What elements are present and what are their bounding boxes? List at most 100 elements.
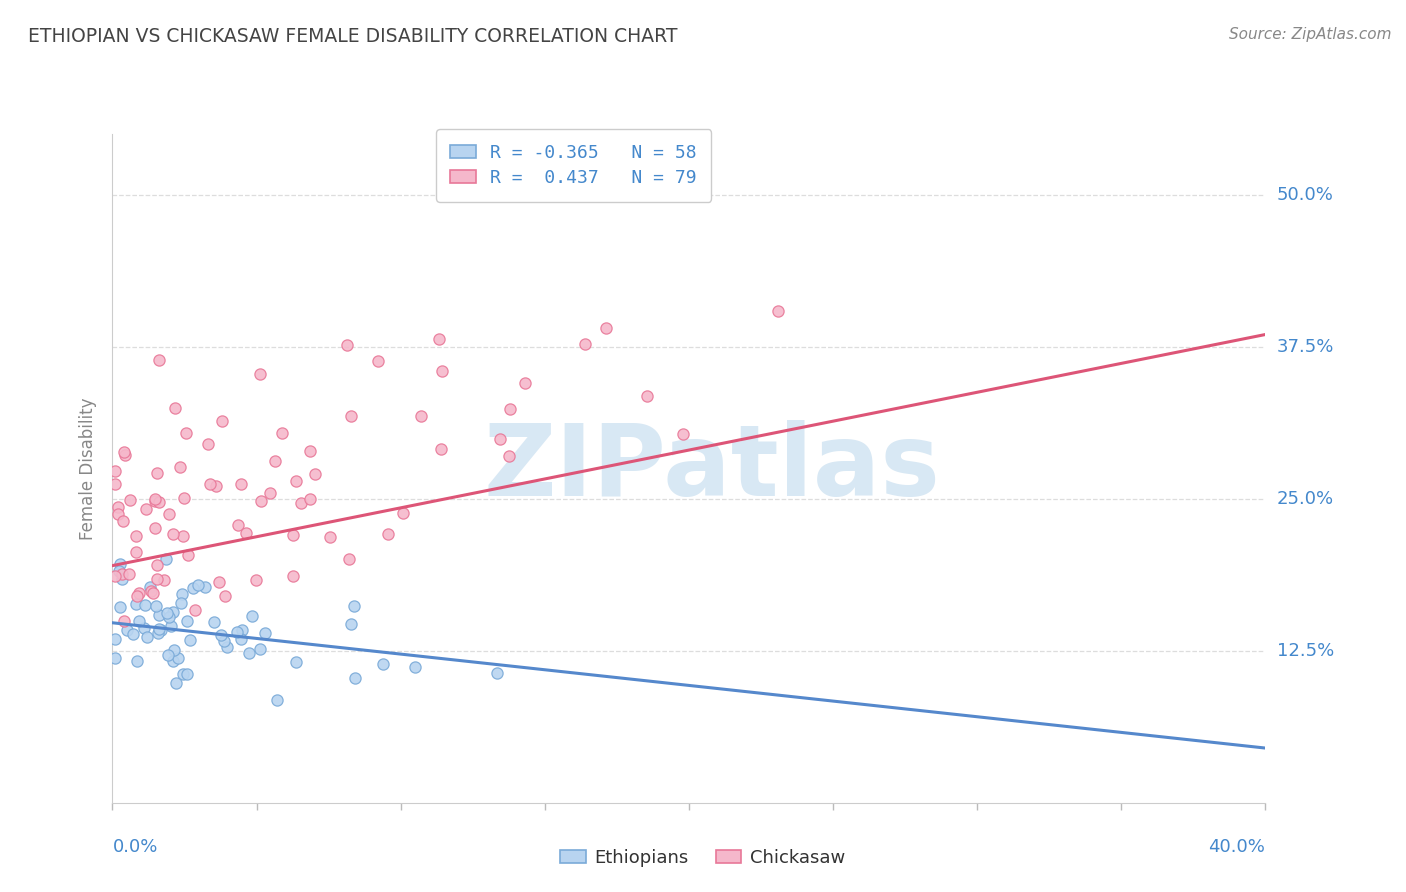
Point xyxy=(104,464,127,478)
Point xyxy=(259,486,281,500)
Point xyxy=(231,623,253,637)
Point xyxy=(141,584,163,599)
Point xyxy=(228,518,250,533)
Point xyxy=(104,650,127,665)
Point xyxy=(343,599,366,613)
Point xyxy=(114,449,136,463)
Point xyxy=(148,623,170,637)
Y-axis label: Female Disability: Female Disability xyxy=(79,397,97,540)
Point xyxy=(115,623,138,637)
Text: 40.0%: 40.0% xyxy=(1209,838,1265,856)
Point xyxy=(427,332,450,346)
Point xyxy=(111,566,134,581)
Point xyxy=(162,605,184,619)
Point xyxy=(285,655,308,669)
Point xyxy=(176,426,198,441)
Point xyxy=(205,478,228,492)
Point xyxy=(148,353,170,368)
Point xyxy=(254,626,277,640)
Point xyxy=(367,353,389,368)
Point xyxy=(515,376,537,390)
Point xyxy=(132,621,155,635)
Point xyxy=(430,364,453,378)
Point xyxy=(238,646,260,660)
Point xyxy=(574,337,596,351)
Point xyxy=(266,692,288,706)
Point xyxy=(181,581,204,595)
Point xyxy=(249,368,271,382)
Point xyxy=(107,500,129,514)
Point xyxy=(231,477,253,491)
Point xyxy=(285,475,308,489)
Point xyxy=(249,641,271,656)
Point xyxy=(155,552,177,566)
Point xyxy=(217,640,239,654)
Point xyxy=(104,632,127,646)
Point xyxy=(242,609,264,624)
Point xyxy=(128,615,150,629)
Point xyxy=(202,615,225,629)
Text: 12.5%: 12.5% xyxy=(1277,641,1334,660)
Point xyxy=(157,507,180,521)
Point xyxy=(194,580,217,594)
Text: ETHIOPIAN VS CHICKASAW FEMALE DISABILITY CORRELATION CHART: ETHIOPIAN VS CHICKASAW FEMALE DISABILITY… xyxy=(28,27,678,45)
Point xyxy=(148,607,170,622)
Point xyxy=(172,587,194,601)
Point xyxy=(404,660,426,674)
Point xyxy=(135,630,157,644)
Point xyxy=(173,491,195,505)
Point xyxy=(337,552,360,566)
Point xyxy=(198,476,221,491)
Point xyxy=(229,632,252,646)
Point xyxy=(120,493,142,508)
Point xyxy=(290,496,312,510)
Point xyxy=(499,401,522,416)
Point xyxy=(155,607,177,621)
Point xyxy=(111,572,134,586)
Point xyxy=(125,545,148,559)
Point xyxy=(114,614,136,628)
Point xyxy=(212,634,235,648)
Point xyxy=(162,527,184,541)
Point xyxy=(157,610,180,624)
Point xyxy=(343,671,366,685)
Point xyxy=(148,495,170,509)
Point xyxy=(270,425,292,440)
Point xyxy=(104,477,127,491)
Point xyxy=(298,444,321,458)
Point xyxy=(766,304,789,318)
Point xyxy=(283,527,305,541)
Point xyxy=(121,627,143,641)
Point xyxy=(197,437,219,451)
Point xyxy=(169,596,191,610)
Point xyxy=(165,676,187,690)
Point xyxy=(127,589,149,603)
Point xyxy=(208,575,231,590)
Point xyxy=(163,642,186,657)
Text: ZIPatlas: ZIPatlas xyxy=(484,420,941,516)
Point xyxy=(108,564,131,578)
Point xyxy=(184,602,207,616)
Point xyxy=(128,586,150,600)
Point xyxy=(148,626,170,640)
Point xyxy=(187,578,209,592)
Point xyxy=(146,558,169,572)
Point xyxy=(179,633,201,648)
Point xyxy=(110,558,132,572)
Point xyxy=(209,628,232,642)
Point xyxy=(340,409,363,423)
Point xyxy=(176,667,198,681)
Point xyxy=(145,491,167,506)
Point xyxy=(112,445,135,459)
Point xyxy=(636,389,658,403)
Point xyxy=(281,568,304,582)
Point xyxy=(498,450,520,464)
Point xyxy=(143,521,166,535)
Point xyxy=(172,666,194,681)
Text: 0.0%: 0.0% xyxy=(112,838,157,856)
Point xyxy=(319,530,342,544)
Text: Source: ZipAtlas.com: Source: ZipAtlas.com xyxy=(1229,27,1392,42)
Point xyxy=(134,598,156,612)
Point xyxy=(304,467,326,481)
Point xyxy=(124,598,146,612)
